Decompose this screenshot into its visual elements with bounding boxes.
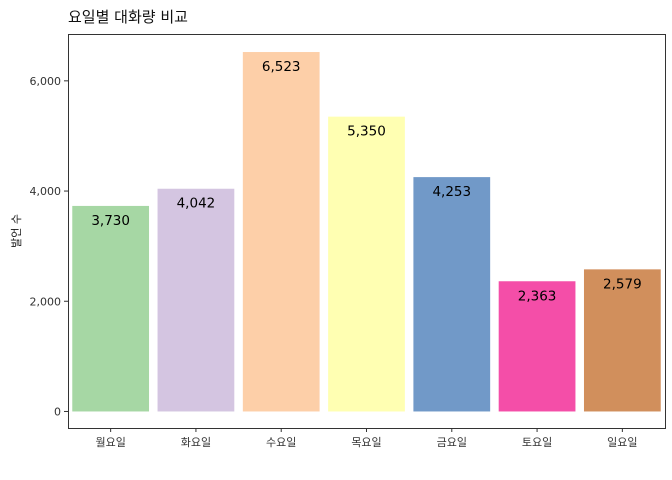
x-tick-label: 수요일 bbox=[266, 435, 296, 449]
bars: 3,730 4,042 6,523 5,350 4,253 2,363 2,579 bbox=[72, 52, 661, 412]
y-tick-label: 0 bbox=[54, 405, 61, 418]
y-tick-label: 2,000 bbox=[30, 295, 62, 308]
bar-value-label: 5,350 bbox=[347, 124, 386, 140]
y-axis-label: 발언 수 bbox=[10, 214, 23, 248]
bar bbox=[72, 205, 150, 412]
bar bbox=[157, 188, 235, 412]
x-tick-label: 금요일 bbox=[437, 435, 467, 449]
bar bbox=[413, 177, 491, 412]
bar bbox=[498, 281, 576, 412]
y-tick-label: 4,000 bbox=[30, 185, 62, 198]
x-tick-label: 월요일 bbox=[95, 435, 125, 449]
bar-value-label: 6,523 bbox=[262, 59, 301, 75]
x-tick-label: 토요일 bbox=[522, 435, 552, 449]
x-tick-label: 일요일 bbox=[607, 435, 637, 449]
bar bbox=[242, 52, 320, 412]
chart-title: 요일별 대화량 비교 bbox=[68, 8, 188, 26]
bar bbox=[328, 116, 405, 412]
bar-value-label: 3,730 bbox=[91, 213, 130, 229]
bar bbox=[583, 269, 661, 412]
x-tick-label: 화요일 bbox=[181, 435, 211, 449]
bar-value-label: 2,579 bbox=[603, 276, 642, 292]
x-axis: 월요일 화요일 수요일 목요일 금요일 토요일 일요일 bbox=[95, 428, 638, 449]
y-tick-label: 6,000 bbox=[30, 75, 62, 88]
bar-value-label: 2,363 bbox=[518, 288, 557, 304]
x-tick-label: 목요일 bbox=[351, 435, 381, 449]
bar-value-label: 4,253 bbox=[432, 184, 471, 200]
bar-value-label: 4,042 bbox=[177, 196, 216, 212]
y-axis: 0 2,000 4,000 6,000 bbox=[30, 75, 68, 418]
